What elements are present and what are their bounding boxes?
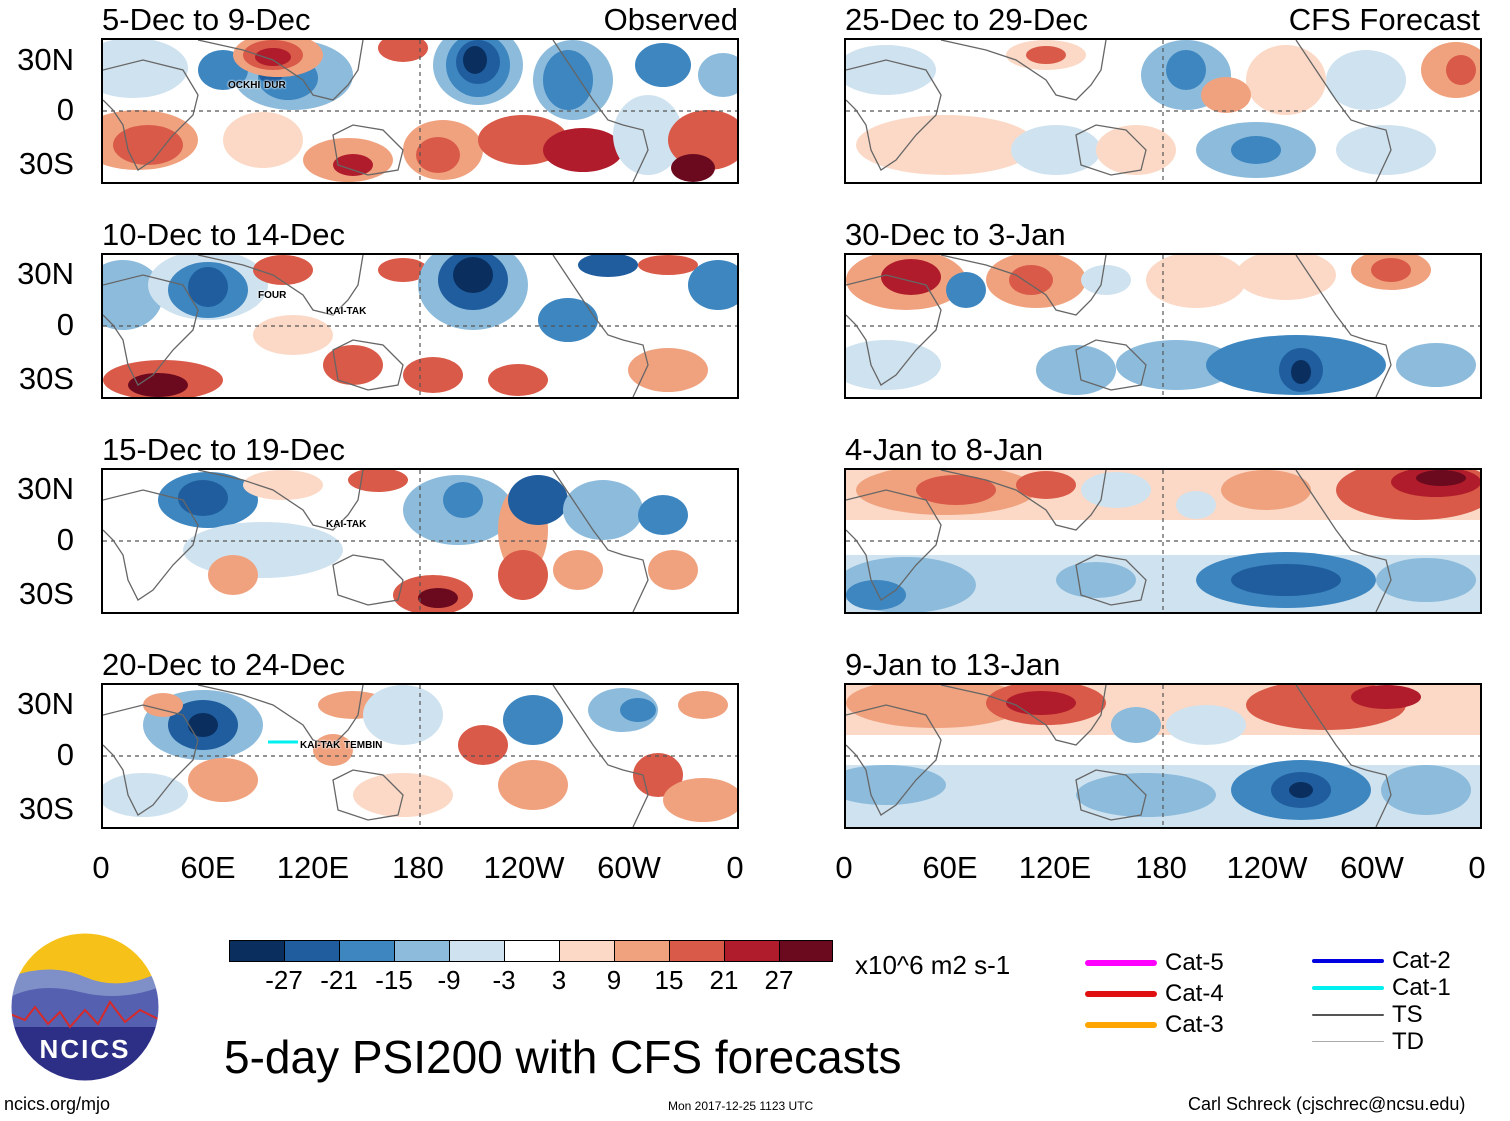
lat-label-30s: 30S [18, 146, 74, 181]
observed-label: Observed [603, 2, 738, 37]
colorbar-swatch [724, 940, 780, 962]
lat-label-30n: 30N [17, 256, 74, 291]
legend-line-cat1 [1312, 986, 1384, 990]
legend-line-cat2 [1312, 959, 1384, 963]
ncics-logo: NCICS [10, 932, 160, 1082]
colorbar-tick-label: 27 [764, 965, 794, 995]
colorbar-tick-label: 3 [551, 965, 567, 995]
lat-label-30n: 30N [17, 686, 74, 721]
colorbar-units: x10^6 m2 s-1 [855, 950, 1011, 980]
author-credit: Carl Schreck (cjschrec@ncsu.edu) [1188, 1094, 1466, 1114]
colorbar-swatch [284, 940, 340, 962]
storm-label: FOUR [258, 290, 287, 301]
legend-label: Cat-2 [1392, 947, 1451, 974]
legend-line-cat5 [1085, 960, 1157, 966]
lon-label: 120W [1226, 850, 1308, 885]
forecast-label: CFS Forecast [1288, 2, 1480, 37]
lon-label: 180 [1135, 850, 1187, 885]
lon-label: 180 [392, 850, 444, 885]
colorbar-swatch [669, 940, 725, 962]
legend-line-td [1312, 1041, 1384, 1042]
legend-label: Cat-5 [1165, 949, 1224, 976]
map-panel-observed-2 [101, 253, 739, 399]
storm-label: KAI-TAK [326, 306, 367, 317]
map-panel-observed-3 [101, 468, 739, 614]
lat-label-30s: 30S [18, 576, 74, 611]
colorbar-tick-label: -15 [375, 965, 413, 995]
ncics-logo-graphic [10, 932, 160, 1082]
lon-label: 0 [92, 850, 110, 885]
map-panel-observed-4 [101, 683, 739, 829]
panel-period-title: 4-Jan to 8-Jan [845, 432, 1044, 467]
lat-label-0: 0 [56, 307, 74, 342]
map-panel-forecast-2 [844, 253, 1482, 399]
lon-label: 0 [835, 850, 853, 885]
lon-label: 120E [1018, 850, 1092, 885]
logo-text: NCICS [39, 1034, 131, 1064]
map-panel-forecast-1 [844, 38, 1482, 184]
colorbar-swatch [449, 940, 505, 962]
colorbar-tick-label: -27 [265, 965, 303, 995]
main-title: 5-day PSI200 with CFS forecasts [224, 1031, 902, 1083]
colorbar-swatch [504, 940, 560, 962]
legend-label: Cat-1 [1392, 974, 1451, 1001]
colorbar-swatch [394, 940, 450, 962]
panel-period-title: 30-Dec to 3-Jan [845, 217, 1066, 252]
website-link[interactable]: ncics.org/mjo [4, 1094, 111, 1114]
legend-line-cat3 [1085, 1022, 1157, 1028]
lat-label-30n: 30N [17, 42, 74, 77]
map-panel-forecast-4 [844, 683, 1482, 829]
colorbar-tick-label: -21 [320, 965, 358, 995]
panel-period-title: 5-Dec to 9-Dec [102, 2, 311, 37]
timestamp: Mon 2017-12-25 1123 UTC [668, 1099, 814, 1113]
legend-line-cat4 [1085, 991, 1157, 997]
colorbar-swatch [559, 940, 615, 962]
lat-label-30s: 30S [18, 361, 74, 396]
lon-label: 120E [276, 850, 350, 885]
legend-line-ts [1312, 1014, 1384, 1016]
storm-label: OCKHI [228, 80, 261, 91]
colorbar-tick-label: -9 [437, 965, 461, 995]
lon-label: 0 [1468, 850, 1486, 885]
colorbar-swatch [614, 940, 670, 962]
colorbar-tick-label: 21 [709, 965, 739, 995]
lat-label-0: 0 [56, 737, 74, 772]
panel-period-title: 10-Dec to 14-Dec [102, 217, 345, 252]
colorbar-swatch [229, 940, 285, 962]
legend-label: TS [1392, 1001, 1423, 1028]
legend-label: TD [1392, 1028, 1424, 1055]
panel-period-title: 20-Dec to 24-Dec [102, 647, 345, 682]
lon-label: 60E [922, 850, 978, 885]
lon-label: 60E [180, 850, 236, 885]
lon-label: 0 [726, 850, 744, 885]
colorbar-tick-label: 15 [654, 965, 684, 995]
panel-period-title: 9-Jan to 13-Jan [845, 647, 1061, 682]
panel-period-title: 25-Dec to 29-Dec [845, 2, 1088, 37]
colorbar-swatch [779, 940, 833, 962]
colorbar-swatch [339, 940, 395, 962]
storm-label: TEMBIN [344, 740, 383, 751]
legend-label: Cat-4 [1165, 980, 1224, 1007]
lat-label-0: 0 [56, 522, 74, 557]
storm-label: DUR [264, 80, 286, 91]
colorbar-tick-label: 9 [606, 965, 622, 995]
lon-label: 60W [1340, 850, 1404, 885]
map-panel-forecast-3 [844, 468, 1482, 614]
legend-label: Cat-3 [1165, 1011, 1224, 1038]
lat-label-0: 0 [56, 92, 74, 127]
lat-label-30s: 30S [18, 791, 74, 826]
lat-label-30n: 30N [17, 471, 74, 506]
lon-label: 120W [483, 850, 565, 885]
colorbar-tick-label: -3 [492, 965, 516, 995]
panel-period-title: 15-Dec to 19-Dec [102, 432, 345, 467]
storm-label: KAI-TAK [326, 519, 367, 530]
storm-label: KAI-TAK [300, 740, 341, 751]
lon-label: 60W [597, 850, 661, 885]
map-panel-observed-1 [101, 38, 739, 184]
